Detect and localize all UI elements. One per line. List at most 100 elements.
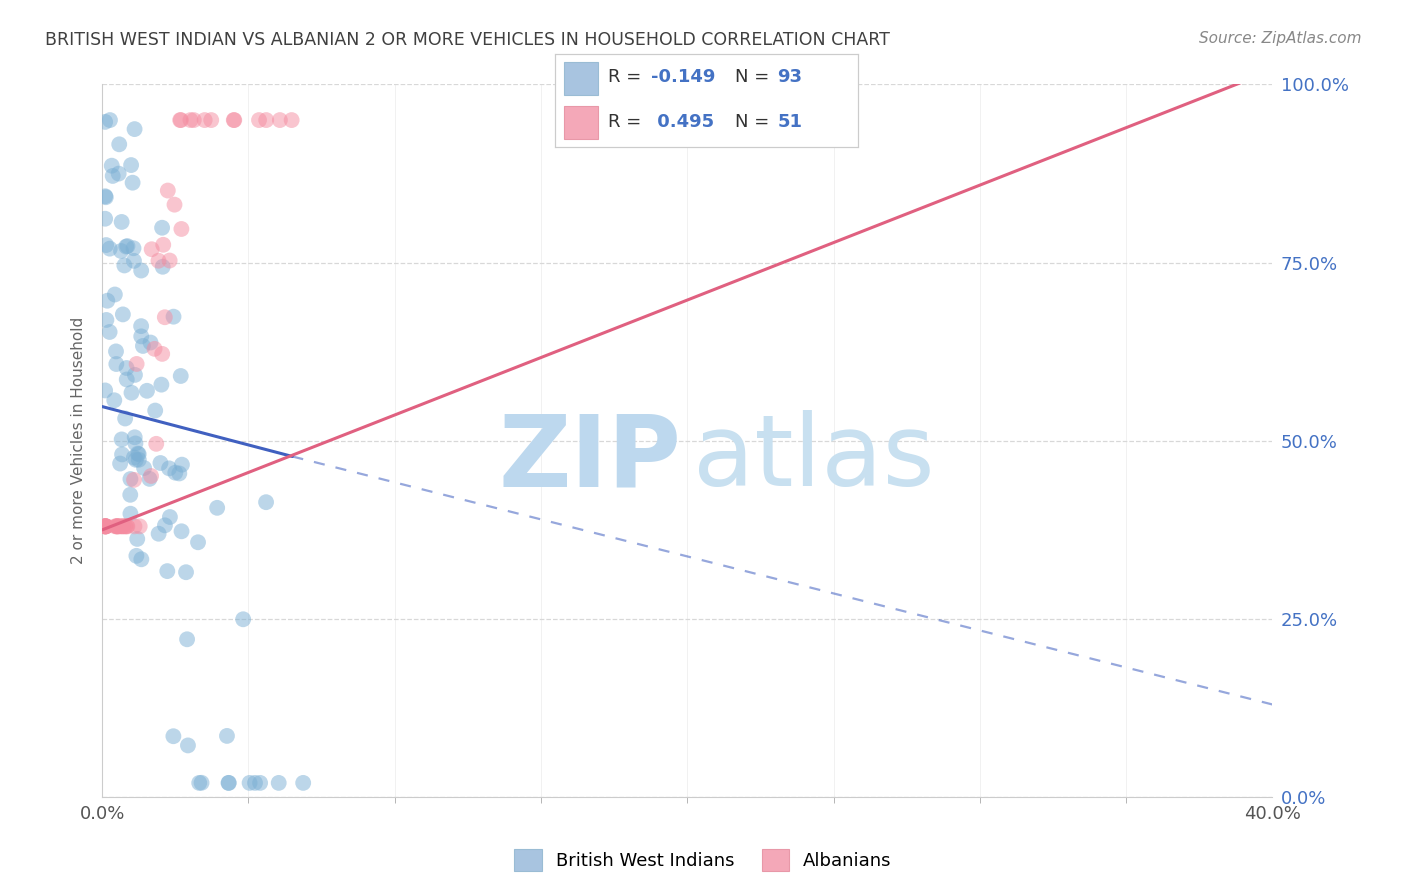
Point [122,253,145,268]
Text: 0.495: 0.495 [651,113,714,131]
Point [249,776,271,790]
Point [125,452,148,467]
Point [132,339,155,353]
Point [200,113,222,128]
Point [156,184,179,198]
Point [122,241,145,255]
Legend: British West Indians, Albanians: British West Indians, Albanians [508,842,898,879]
Point [122,450,145,465]
Point [105,519,128,533]
Point [183,113,205,128]
Point [124,436,146,450]
Point [107,519,129,533]
Point [143,342,166,356]
Point [96,519,118,533]
Point [128,519,150,533]
Point [148,526,170,541]
Point [94,519,117,533]
Point [125,357,148,371]
Point [254,113,277,128]
Point [105,357,128,371]
Point [129,319,152,334]
Point [111,307,134,321]
Point [127,532,149,546]
Text: N =: N = [735,69,775,87]
Point [174,565,197,579]
Point [105,519,128,533]
Point [222,113,245,128]
Point [110,244,132,258]
Point [163,197,186,211]
Point [94,519,117,533]
Point [139,335,162,350]
Point [224,113,246,128]
Point [169,113,191,128]
Point [170,369,193,384]
Point [94,519,117,533]
Point [170,524,193,539]
Point [159,253,181,268]
Point [124,122,146,136]
Point [138,472,160,486]
Point [96,293,118,308]
Point [120,507,142,521]
Point [98,113,121,128]
Point [194,113,217,128]
Point [108,519,131,533]
Point [120,158,142,172]
Point [94,384,117,398]
Point [100,159,122,173]
Point [162,729,184,743]
Point [132,461,155,475]
Point [104,519,127,533]
Point [128,452,150,467]
Point [165,466,187,480]
Point [170,222,193,236]
Point [115,372,138,386]
Point [111,519,134,533]
Text: atlas: atlas [693,410,935,508]
Point [292,776,315,790]
Text: R =: R = [609,113,647,131]
Point [124,519,146,533]
Point [218,776,240,790]
Point [96,313,118,327]
Point [111,433,134,447]
Point [94,519,117,533]
Point [156,564,179,578]
Point [139,469,162,483]
Point [103,393,125,408]
Point [149,456,172,470]
Point [136,384,159,398]
Point [280,113,302,128]
Point [179,113,201,128]
Point [117,239,139,253]
Point [239,776,262,790]
Point [247,113,270,128]
Point [121,385,143,400]
Text: BRITISH WEST INDIAN VS ALBANIAN 2 OR MORE VEHICLES IN HOUSEHOLD CORRELATION CHAR: BRITISH WEST INDIAN VS ALBANIAN 2 OR MOR… [45,31,890,49]
Point [153,310,176,325]
Point [124,430,146,444]
Point [150,377,173,392]
Point [157,461,180,475]
Point [243,776,266,790]
Point [148,253,170,268]
Point [169,467,191,481]
Point [129,329,152,343]
Point [112,259,135,273]
Point [153,518,176,533]
Point [94,519,117,533]
Text: N =: N = [735,113,775,131]
Point [98,325,121,339]
Point [150,347,173,361]
Point [94,189,117,203]
Point [114,519,136,533]
Point [94,519,117,533]
Point [111,447,134,461]
Point [101,169,124,183]
Point [176,632,198,647]
Point [122,473,145,487]
Point [94,115,117,129]
Point [94,211,117,226]
